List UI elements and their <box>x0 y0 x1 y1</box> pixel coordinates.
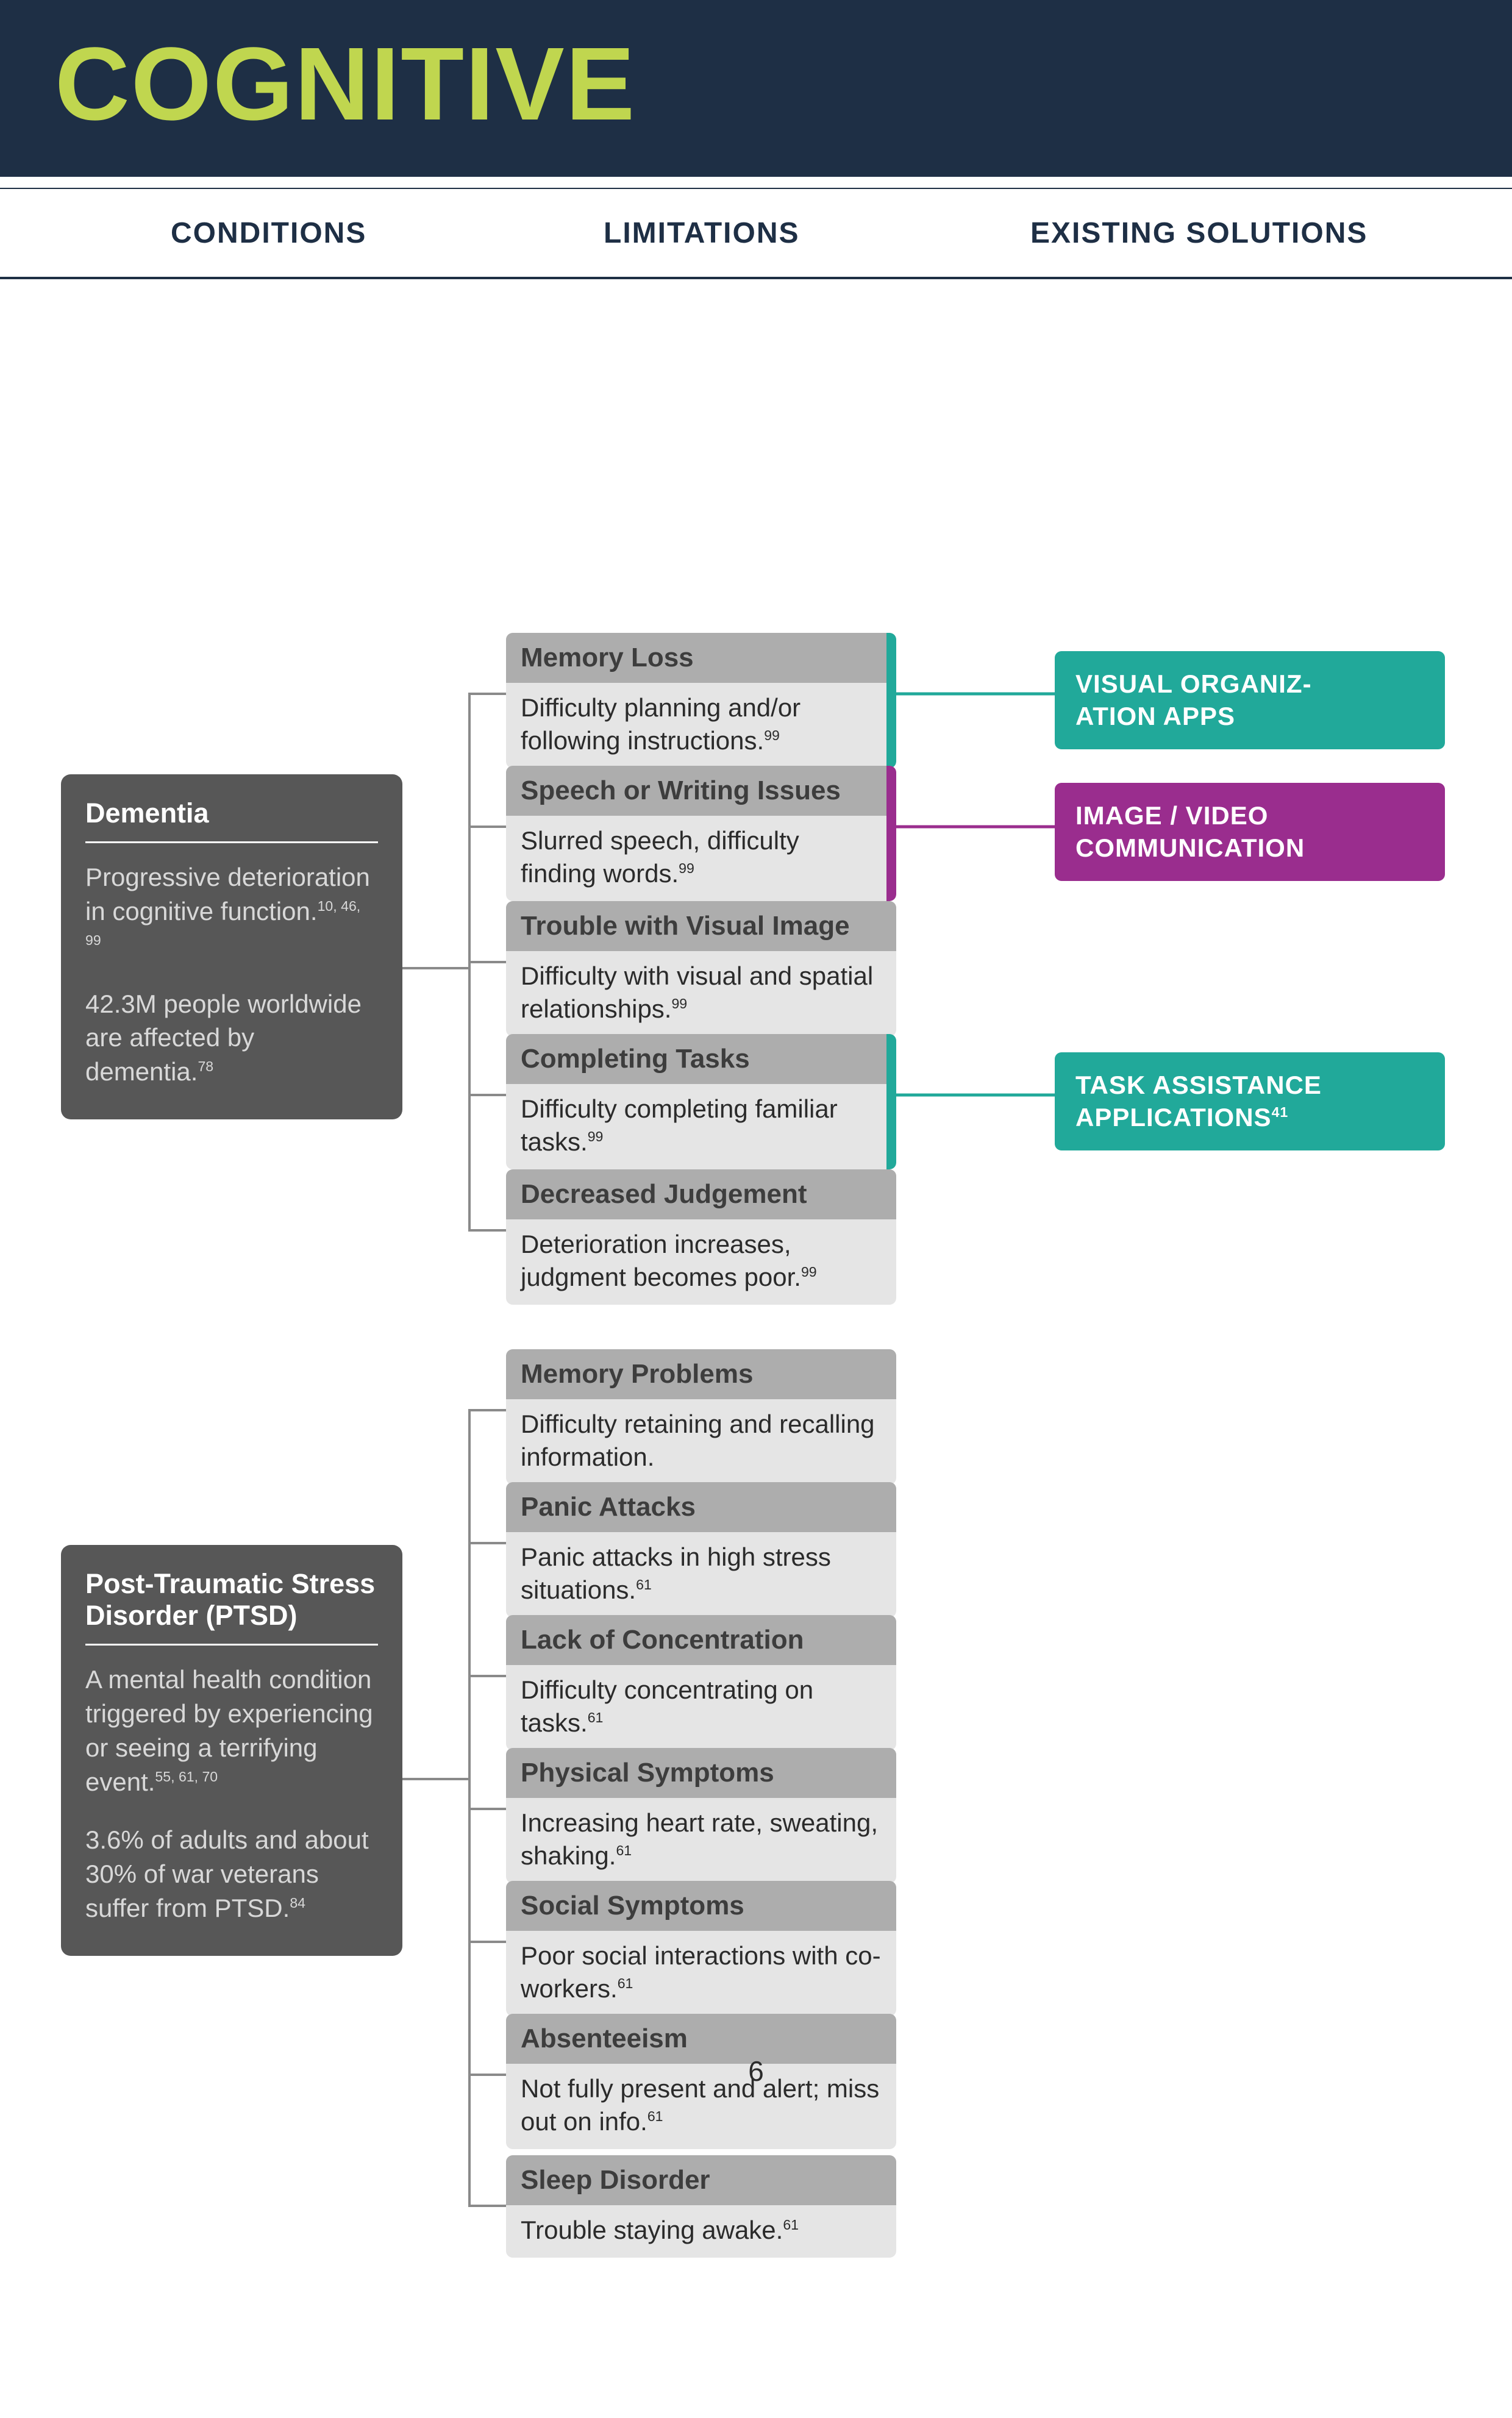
limitation-body: Difficulty retaining and recalling infor… <box>506 1399 896 1485</box>
limitation-card: Physical SymptomsIncreasing heart rate, … <box>506 1748 896 1883</box>
limitation-card: Lack of ConcentrationDifficulty concentr… <box>506 1615 896 1750</box>
page-header: COGNITIVE <box>0 0 1512 177</box>
limitation-title: Speech or Writing Issues <box>506 766 896 816</box>
limitation-body: Difficulty completing familiar tasks.99 <box>506 1084 896 1169</box>
limitation-body: Deterioration increases, judgment become… <box>506 1219 896 1305</box>
limitation-title: Lack of Concentration <box>506 1615 896 1665</box>
limitation-title: Memory Loss <box>506 633 896 683</box>
col-limitations: LIMITATIONS <box>604 216 1030 250</box>
condition-title: Dementia <box>85 797 378 843</box>
condition-stat: 3.6% of adults and about 30% of war vete… <box>85 1823 378 1925</box>
limitation-title: Sleep Disorder <box>506 2155 896 2205</box>
limitation-title: Completing Tasks <box>506 1034 896 1084</box>
col-conditions: CONDITIONS <box>171 216 604 250</box>
accent-stripe <box>886 766 896 901</box>
accent-stripe <box>886 633 896 768</box>
limitation-title: Social Symptoms <box>506 1881 896 1931</box>
limitation-card: Memory ProblemsDifficulty retaining and … <box>506 1349 896 1485</box>
limitation-card: Decreased JudgementDeterioration increas… <box>506 1169 896 1305</box>
condition-stat: 42.3M people worldwide are affected by d… <box>85 987 378 1090</box>
limitation-card: Completing TasksDifficulty completing fa… <box>506 1034 896 1169</box>
limitation-title: Decreased Judgement <box>506 1169 896 1219</box>
limitation-body: Slurred speech, difficulty finding words… <box>506 816 896 901</box>
accent-stripe <box>886 1034 896 1169</box>
column-headers: CONDITIONS LIMITATIONS EXISTING SOLUTION… <box>0 188 1512 279</box>
condition-box: Dementia Progressive deterioration in cog… <box>61 774 402 1119</box>
page-number: 6 <box>0 2055 1512 2088</box>
limitation-title: Trouble with Visual Image <box>506 901 896 951</box>
solution-pill: TASK ASSISTANCE APPLICATIONS41 <box>1055 1052 1445 1150</box>
limitation-card: Memory LossDifficulty planning and/or fo… <box>506 633 896 768</box>
limitation-body: Panic attacks in high stress situations.… <box>506 1532 896 1617</box>
limitation-title: Memory Problems <box>506 1349 896 1399</box>
limitation-title: Panic Attacks <box>506 1482 896 1532</box>
col-solutions: EXISTING SOLUTIONS <box>1030 216 1368 250</box>
limitation-body: Trouble staying awake.61 <box>506 2205 896 2258</box>
solution-pill: IMAGE / VIDEO COMMUNICATION <box>1055 783 1445 881</box>
condition-description: Progressive deterioration in cognitive f… <box>85 860 378 963</box>
limitation-card: Social SymptomsPoor social interactions … <box>506 1881 896 2016</box>
limitation-card: Panic AttacksPanic attacks in high stres… <box>506 1482 896 1617</box>
condition-title: Post-Traumatic Stress Disorder (PTSD) <box>85 1568 378 1646</box>
limitation-card: Sleep DisorderTrouble staying awake.61 <box>506 2155 896 2258</box>
limitation-body: Difficulty planning and/or following ins… <box>506 683 896 768</box>
limitation-body: Difficulty with visual and spatial relat… <box>506 951 896 1036</box>
condition-description: A mental health condition triggered by e… <box>85 1663 378 1799</box>
solution-pill: VISUAL ORGANIZ-ATION APPS <box>1055 651 1445 749</box>
page-title: COGNITIVE <box>55 24 1512 144</box>
limitation-body: Increasing heart rate, sweating, shaking… <box>506 1798 896 1883</box>
limitation-title: Physical Symptoms <box>506 1748 896 1798</box>
limitation-card: Trouble with Visual ImageDifficulty with… <box>506 901 896 1036</box>
limitation-body: Poor social interactions with co-workers… <box>506 1931 896 2016</box>
limitation-body: Difficulty concentrating on tasks.61 <box>506 1665 896 1750</box>
limitation-card: Speech or Writing IssuesSlurred speech, … <box>506 766 896 901</box>
condition-box: Post-Traumatic Stress Disorder (PTSD) A m… <box>61 1545 402 1956</box>
